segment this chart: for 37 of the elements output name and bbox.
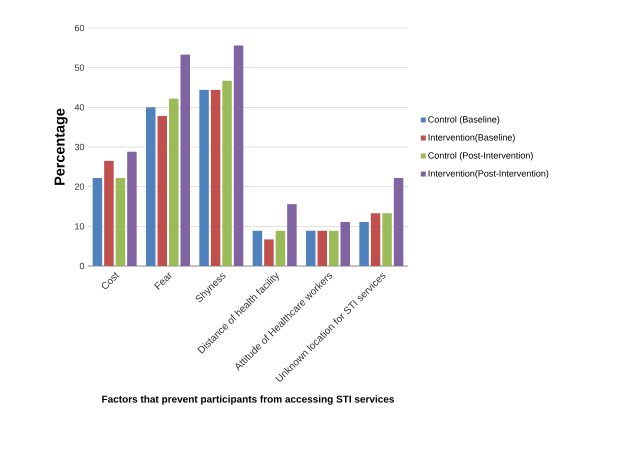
bar: [158, 116, 167, 266]
y-tick-label: 60: [74, 24, 84, 32]
bar: [116, 178, 126, 266]
bar: [340, 222, 350, 266]
bar: [180, 54, 190, 266]
bar: [276, 230, 286, 266]
y-tick-label: 50: [74, 64, 84, 71]
bar: [318, 230, 327, 266]
bar: [306, 230, 316, 266]
bar: [252, 230, 262, 266]
bar: [329, 230, 338, 266]
bar: [382, 213, 392, 266]
bar: [287, 204, 297, 266]
y-tick-label: 20: [74, 183, 84, 190]
bar: [370, 213, 380, 266]
bar: [359, 222, 369, 266]
bar: [264, 239, 274, 266]
bar: [222, 80, 232, 266]
legend-label: Intervention(Baseline): [428, 134, 515, 142]
legend-label: Intervention(Post-Intervention): [428, 170, 548, 178]
x-axis-title: Factors that prevent participants from accessing STI services: [102, 395, 394, 405]
bar: [234, 45, 244, 266]
y-tick-label: 30: [74, 144, 84, 150]
legend-label: Control (Post-Intervention): [428, 152, 533, 160]
bar: [92, 178, 102, 266]
y-tick-label: 10: [75, 223, 84, 230]
bar: [127, 152, 137, 266]
bar: [104, 160, 114, 266]
bar: [146, 107, 156, 266]
bar: [210, 90, 220, 266]
legend-label: Control (Baseline): [428, 116, 500, 124]
y-tick-label: 0: [80, 262, 84, 270]
bar: [199, 90, 209, 266]
y-axis-title: Percentage: [54, 108, 68, 185]
bar: [169, 98, 178, 266]
y-tick-label: 40: [74, 104, 84, 111]
bar: [394, 178, 404, 266]
